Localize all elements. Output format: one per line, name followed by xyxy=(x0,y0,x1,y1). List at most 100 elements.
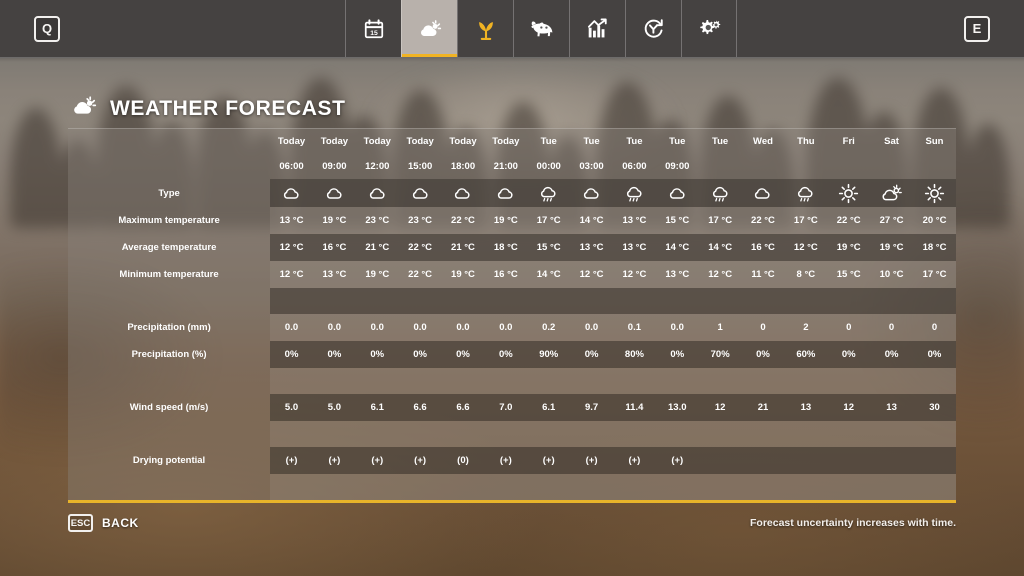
tab-strip: 15 xyxy=(345,0,737,57)
tab-statistics[interactable] xyxy=(569,0,625,57)
table-cell xyxy=(441,368,485,394)
table-cell: 15 °C xyxy=(655,207,699,234)
table-cell: 22 °C xyxy=(827,207,871,234)
table-cell xyxy=(441,288,485,314)
table-cell: 20 °C xyxy=(913,207,956,234)
table-cell xyxy=(612,368,656,394)
table-cell: 19 °C xyxy=(827,234,871,261)
table-cell: 12 xyxy=(698,394,742,421)
table-cell: Today xyxy=(406,136,434,147)
table-cell xyxy=(270,421,313,447)
forecast-panel: Today Today Today Today Today Today Tue Tue Tue T… xyxy=(68,128,956,500)
tab-weather[interactable] xyxy=(401,0,457,57)
table-cell: 27 °C xyxy=(870,207,913,234)
table-cell: 09:00 xyxy=(322,161,347,172)
tab-calendar[interactable]: 15 xyxy=(345,0,401,57)
table-cell: 16 °C xyxy=(741,234,785,261)
table-cell: 19 °C xyxy=(484,207,528,234)
table-cell: Today xyxy=(363,136,391,147)
table-cell: 14 °C xyxy=(527,261,571,288)
row-label-empty xyxy=(68,154,270,179)
table-cell: 16 °C xyxy=(484,261,528,288)
table-cell: 5.0 xyxy=(312,394,356,421)
table-cell: 0% xyxy=(270,341,313,368)
table-cell: 11 °C xyxy=(741,261,785,288)
table-cell xyxy=(698,421,742,447)
table-cell: 0 xyxy=(870,314,913,341)
table-cell xyxy=(312,421,356,447)
table-cell: (+) xyxy=(612,447,656,474)
table-cell xyxy=(570,288,613,314)
table-cell: (+) xyxy=(270,447,313,474)
table-cell: 18 °C xyxy=(484,234,528,261)
table-cell: 1 xyxy=(698,314,742,341)
table-cell: 19 °C xyxy=(870,234,913,261)
footer-bar: ESC BACK Forecast uncertainty increases … xyxy=(68,508,956,538)
table-cell xyxy=(312,179,356,207)
table-cell xyxy=(527,368,571,394)
table-cell xyxy=(441,421,485,447)
table-cell xyxy=(570,474,613,500)
table-cell: 21 xyxy=(741,394,785,421)
table-cell: 13 xyxy=(784,394,828,421)
table-cell: 21 °C xyxy=(355,234,399,261)
table-cell xyxy=(913,447,956,474)
table-cell xyxy=(698,474,742,500)
table-cell: 23 °C xyxy=(355,207,399,234)
table-row-drying: Drying potential (+) (+) (+) (+) (0) (+) (+) (+)… xyxy=(68,447,956,474)
table-cell: 6.1 xyxy=(527,394,571,421)
table-cell xyxy=(355,179,399,207)
table-cell: (+) xyxy=(655,447,699,474)
table-row-min-temp: Minimum temperature 12 °C 13 °C 19 °C 22 °C 1… xyxy=(68,261,956,288)
footer-divider xyxy=(68,500,956,503)
table-cell xyxy=(612,179,656,207)
table-cell: Thu xyxy=(797,136,815,147)
tab-crops[interactable] xyxy=(457,0,513,57)
table-cell xyxy=(570,368,613,394)
table-cell xyxy=(527,288,571,314)
table-cell: 12 °C xyxy=(698,261,742,288)
table-cell: 13 °C xyxy=(655,261,699,288)
key-badge-q: Q xyxy=(34,15,60,42)
table-cell xyxy=(742,154,785,179)
tab-settings[interactable] xyxy=(681,0,737,57)
table-cell: 0% xyxy=(398,341,442,368)
table-cell: 06:00 xyxy=(622,161,647,172)
table-cell: 19 °C xyxy=(441,261,485,288)
table-cell: 0 xyxy=(913,314,956,341)
table-cell xyxy=(913,474,956,500)
top-menu-bar: Q 15 xyxy=(0,0,1024,58)
table-cell xyxy=(270,474,313,500)
next-tab-hint[interactable]: E xyxy=(964,0,1024,57)
table-cell xyxy=(741,474,785,500)
table-cell: Today xyxy=(449,136,477,147)
prev-tab-hint[interactable]: Q xyxy=(0,0,60,57)
table-cell xyxy=(741,179,785,207)
table-row-precip-pct: Precipitation (%) 0% 0% 0% 0% 0% 0% 90% 0% 80% 0% 7… xyxy=(68,341,956,368)
table-cell xyxy=(698,288,742,314)
table-cell xyxy=(312,474,356,500)
table-cell xyxy=(784,179,828,207)
table-row-spacer-2 xyxy=(68,368,956,394)
row-label-empty xyxy=(68,474,270,500)
table-cell: (+) xyxy=(398,447,442,474)
table-cell xyxy=(655,368,699,394)
table-cell: 12 xyxy=(827,394,871,421)
table-cell: Today xyxy=(277,136,306,147)
back-button[interactable]: ESC BACK xyxy=(68,514,139,532)
back-button-label: BACK xyxy=(102,516,139,530)
row-label: Wind speed (m/s) xyxy=(129,402,209,413)
tab-production[interactable] xyxy=(625,0,681,57)
table-cell: 0% xyxy=(870,341,913,368)
tab-animals[interactable] xyxy=(513,0,569,57)
table-cell xyxy=(870,474,913,500)
table-row-spacer-4 xyxy=(68,474,956,500)
table-cell: 7.0 xyxy=(484,394,528,421)
table-cell xyxy=(312,288,356,314)
table-cell: 18 °C xyxy=(913,234,956,261)
row-label-empty xyxy=(68,129,270,154)
table-cell xyxy=(827,179,871,207)
table-cell xyxy=(612,421,656,447)
table-cell xyxy=(484,179,528,207)
table-cell: (+) xyxy=(527,447,571,474)
